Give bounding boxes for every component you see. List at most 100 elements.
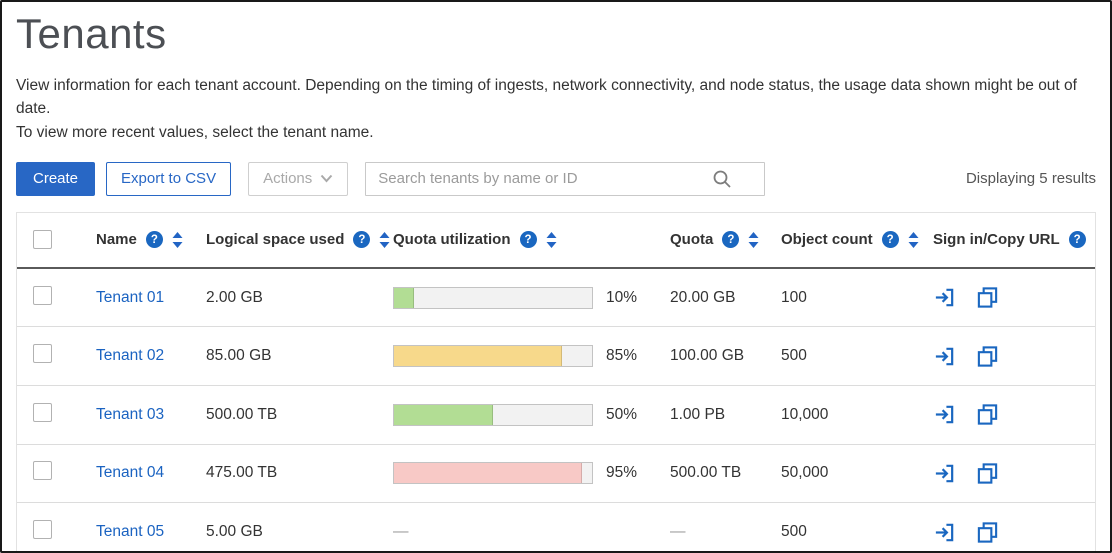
- row-actions-cell: [933, 345, 1095, 368]
- row-checkbox-cell: [17, 285, 96, 310]
- tenant-name-link[interactable]: Tenant 02: [96, 347, 165, 365]
- logical-space-value: 5.00 GB: [206, 523, 263, 541]
- search-input[interactable]: [365, 161, 766, 196]
- quota-utilization-bar-fill: [394, 346, 563, 367]
- tenant-name-link[interactable]: Tenant 01: [96, 288, 165, 306]
- column-header-sign-in-copy-url: Sign in/Copy URL?: [933, 231, 1095, 249]
- copy-url-icon[interactable]: [976, 462, 999, 485]
- page-description-line1: View information for each tenant account…: [16, 77, 1077, 118]
- actions-dropdown-button[interactable]: Actions: [248, 161, 349, 196]
- tenant-name-link[interactable]: Tenant 05: [96, 523, 165, 541]
- help-icon[interactable]: ?: [722, 231, 740, 249]
- sort-icon[interactable]: [546, 231, 557, 248]
- copy-url-icon[interactable]: [976, 403, 999, 426]
- column-header-name: Name?: [96, 231, 206, 249]
- row-checkbox-cell: [17, 520, 96, 544]
- select-all-checkbox[interactable]: [33, 230, 52, 250]
- copy-url-icon[interactable]: [976, 345, 999, 368]
- name-cell: Tenant 04: [96, 464, 206, 482]
- column-label: Logical space used: [206, 231, 345, 249]
- quota-utilization-bar-fill: [394, 404, 493, 425]
- utilization-percent: 85%: [606, 347, 638, 365]
- quota-utilization-bar-fill: [394, 463, 583, 484]
- row-actions-cell: [933, 286, 1095, 309]
- copy-url-icon[interactable]: [976, 521, 999, 544]
- header-checkbox-cell: [17, 230, 96, 250]
- quota-value: 20.00 GB: [670, 288, 736, 306]
- sort-icon[interactable]: [748, 231, 759, 248]
- row-checkbox-cell: [17, 344, 96, 368]
- page-description-line2: To view more recent values, select the t…: [16, 123, 374, 141]
- sign-in-icon[interactable]: [933, 345, 956, 368]
- quota-value: 500.00 TB: [670, 464, 742, 482]
- table-row: Tenant 01 2.00 GB 10% 20.00 GB 100: [17, 269, 1095, 328]
- sort-icon[interactable]: [172, 231, 183, 248]
- empty-value-dash: —: [393, 523, 409, 541]
- row-checkbox[interactable]: [33, 520, 52, 540]
- name-cell: Tenant 03: [96, 406, 206, 424]
- logical-space-value: 2.00 GB: [206, 288, 263, 306]
- quota-utilization-bar: [393, 286, 593, 309]
- table-body: Tenant 01 2.00 GB 10% 20.00 GB 100: [17, 269, 1095, 551]
- sign-in-icon[interactable]: [933, 403, 956, 426]
- column-header-quota: Quota?: [670, 231, 781, 249]
- tenants-table: Name? Logical space used? Quota utilizatio…: [16, 211, 1096, 551]
- actions-label: Actions: [263, 170, 313, 188]
- quota-utilization-bar-fill: [394, 287, 414, 308]
- table-row: Tenant 04 475.00 TB 95% 500.00 TB 50,000: [17, 445, 1095, 504]
- quota-utilization-bar: [393, 462, 593, 485]
- logical-space-value: 475.00 TB: [206, 464, 278, 482]
- row-actions-cell: [933, 462, 1095, 485]
- object-count-value: 100: [781, 288, 807, 306]
- table-row: Tenant 02 85.00 GB 85% 100.00 GB 500: [17, 327, 1095, 386]
- column-label: Object count: [781, 231, 873, 249]
- name-cell: Tenant 02: [96, 347, 206, 365]
- row-checkbox[interactable]: [33, 285, 52, 305]
- utilization-percent: 95%: [606, 464, 638, 482]
- name-cell: Tenant 05: [96, 523, 206, 541]
- sort-icon[interactable]: [379, 231, 390, 248]
- export-to-csv-button[interactable]: Export to CSV: [106, 161, 232, 196]
- quota-value: 100.00 GB: [670, 347, 745, 365]
- object-count-value: 10,000: [781, 405, 829, 423]
- row-checkbox-cell: [17, 402, 96, 427]
- empty-value-dash: —: [670, 523, 686, 541]
- help-icon[interactable]: ?: [881, 231, 899, 249]
- logical-space-value: 500.00 TB: [206, 405, 278, 423]
- help-icon[interactable]: ?: [1068, 231, 1086, 249]
- name-cell: Tenant 01: [96, 289, 206, 307]
- object-count-value: 500: [781, 523, 807, 541]
- column-label: Sign in/Copy URL: [933, 231, 1060, 249]
- search-icon[interactable]: [713, 170, 731, 188]
- table-row: Tenant 03 500.00 TB 50% 1.00 PB 10,000: [17, 386, 1095, 445]
- sign-in-icon[interactable]: [933, 462, 956, 485]
- quota-utilization-cell: 95%: [393, 462, 670, 485]
- quota-utilization-cell: —: [393, 523, 670, 541]
- column-label: Name: [96, 231, 137, 249]
- quota-utilization-bar: [393, 345, 593, 368]
- utilization-percent: 50%: [606, 405, 638, 423]
- quota-utilization-bar: [393, 403, 593, 426]
- row-checkbox[interactable]: [33, 344, 52, 364]
- row-checkbox[interactable]: [33, 402, 52, 422]
- row-checkbox[interactable]: [33, 461, 52, 481]
- quota-utilization-cell: 85%: [393, 345, 670, 368]
- tenant-name-link[interactable]: Tenant 04: [96, 464, 165, 482]
- table-row: Tenant 05 5.00 GB — — 500: [17, 503, 1095, 551]
- column-label: Quota utilization: [393, 231, 511, 249]
- tenant-name-link[interactable]: Tenant 03: [96, 405, 165, 423]
- row-actions-cell: [933, 521, 1095, 544]
- sign-in-icon[interactable]: [933, 521, 956, 544]
- column-label: Quota: [670, 231, 714, 249]
- chevron-down-icon: [320, 174, 333, 183]
- column-header-logical-space-used: Logical space used?: [206, 231, 393, 249]
- help-icon[interactable]: ?: [145, 231, 163, 249]
- help-icon[interactable]: ?: [353, 231, 371, 249]
- sort-icon[interactable]: [908, 231, 919, 248]
- copy-url-icon[interactable]: [976, 286, 999, 309]
- help-icon[interactable]: ?: [519, 231, 537, 249]
- create-button[interactable]: Create: [16, 161, 96, 196]
- object-count-value: 500: [781, 347, 807, 365]
- object-count-value: 50,000: [781, 464, 829, 482]
- sign-in-icon[interactable]: [933, 286, 956, 309]
